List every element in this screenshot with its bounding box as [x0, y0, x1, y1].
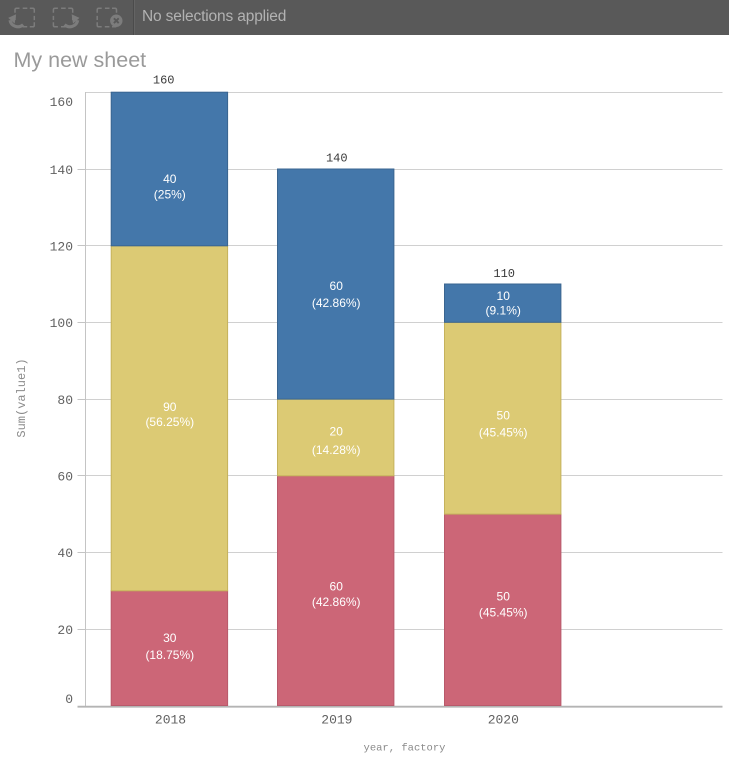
svg-text:year, factory: year, factory	[364, 742, 446, 754]
svg-text:Sum(value1): Sum(value1)	[15, 358, 29, 437]
svg-text:50: 50	[497, 589, 511, 603]
svg-text:(25%): (25%)	[154, 188, 186, 202]
svg-text:160: 160	[50, 95, 73, 110]
svg-text:(14.28%): (14.28%)	[312, 443, 361, 457]
svg-text:2019: 2019	[321, 712, 352, 727]
svg-text:(45.45%): (45.45%)	[479, 426, 528, 440]
svg-text:10: 10	[497, 289, 511, 303]
svg-text:40: 40	[57, 546, 73, 561]
svg-text:60: 60	[330, 279, 344, 293]
svg-text:40: 40	[163, 172, 177, 186]
svg-text:(45.45%): (45.45%)	[479, 606, 528, 620]
svg-text:30: 30	[163, 631, 177, 645]
svg-text:(42.86%): (42.86%)	[312, 595, 361, 609]
svg-text:2018: 2018	[155, 712, 186, 727]
svg-text:140: 140	[326, 152, 348, 166]
svg-text:20: 20	[330, 425, 344, 439]
svg-text:80: 80	[57, 393, 73, 408]
svg-text:120: 120	[50, 240, 73, 255]
svg-text:90: 90	[163, 400, 177, 414]
svg-text:(56.25%): (56.25%)	[145, 415, 194, 429]
svg-text:110: 110	[493, 267, 515, 281]
svg-text:2020: 2020	[488, 712, 519, 727]
svg-text:(18.75%): (18.75%)	[145, 648, 194, 662]
svg-text:60: 60	[330, 580, 344, 594]
svg-text:(9.1%): (9.1%)	[486, 304, 521, 318]
svg-text:50: 50	[497, 409, 511, 423]
svg-text:20: 20	[57, 623, 73, 638]
svg-text:(42.86%): (42.86%)	[312, 296, 361, 310]
svg-text:140: 140	[50, 163, 73, 178]
svg-text:0: 0	[65, 692, 73, 707]
svg-text:60: 60	[57, 470, 73, 485]
svg-text:160: 160	[153, 73, 175, 87]
svg-text:100: 100	[50, 316, 73, 331]
